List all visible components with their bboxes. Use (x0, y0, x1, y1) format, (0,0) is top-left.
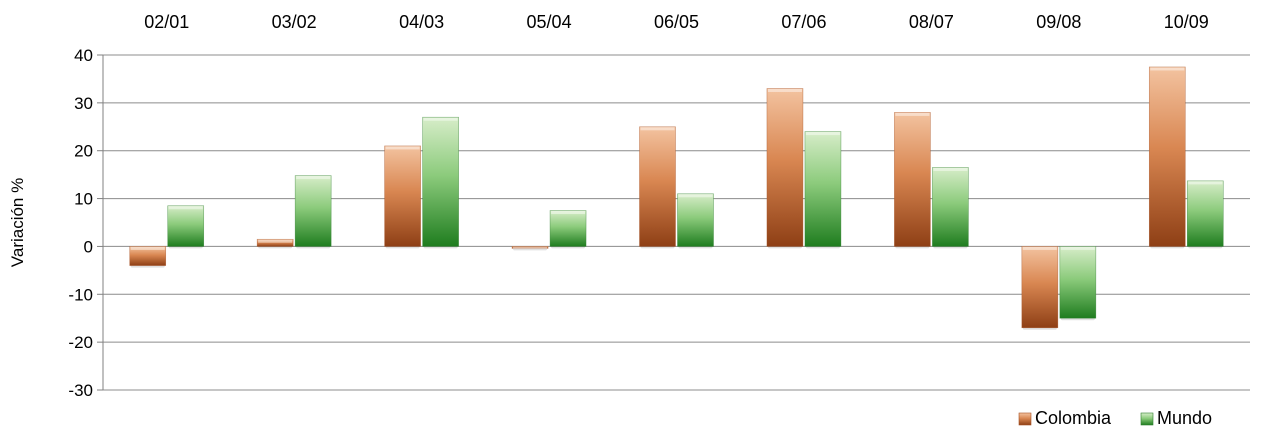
bar-highlight (385, 146, 420, 150)
bar-highlight (551, 211, 586, 215)
bar-colombia (1021, 246, 1059, 329)
category-label: 10/09 (1164, 12, 1209, 32)
category-label: 08/07 (909, 12, 954, 32)
bar-colombia (894, 112, 931, 247)
y-axis-ticks: 40 30 20 10 0 -10 -20 -30 (68, 46, 93, 400)
category-label: 02/01 (144, 12, 189, 32)
y-tick-label: 40 (74, 46, 93, 65)
legend-swatch-mundo (1140, 412, 1154, 426)
legend-label-mundo: Mundo (1157, 408, 1212, 428)
y-tick-label: 20 (74, 142, 93, 161)
bar-highlight (767, 89, 802, 92)
bar-highlight (423, 117, 458, 121)
bar-mundo (422, 116, 459, 247)
category-label: 05/04 (527, 12, 572, 32)
bar-highlight (1060, 246, 1095, 250)
bar-highlight (640, 127, 675, 131)
bar-mundo (549, 210, 587, 247)
bar-colombia (256, 238, 294, 247)
legend-swatch-colombia (1018, 412, 1032, 426)
bar-mundo (804, 131, 842, 247)
category-label: 07/06 (781, 12, 826, 32)
category-label: 09/08 (1036, 12, 1081, 32)
bar-highlight (805, 132, 840, 136)
bar-colombia (766, 88, 804, 247)
y-tick-label: -10 (68, 285, 93, 304)
category-label: 04/03 (399, 12, 444, 32)
bar-highlight (1150, 67, 1185, 71)
bar-colombia (511, 246, 549, 249)
bar-mundo (1059, 246, 1097, 319)
bar-highlight (130, 246, 165, 250)
category-label: 06/05 (654, 12, 699, 32)
bar-highlight (933, 167, 968, 171)
legend: Colombia Mundo (1018, 408, 1212, 428)
category-labels: 02/01 03/02 04/03 05/04 06/05 07/06 08/07 09/08… (144, 12, 1209, 32)
bar-highlight (1188, 181, 1223, 185)
bar-highlight (678, 194, 713, 198)
bar-mundo (677, 193, 714, 247)
bar-colombia (129, 246, 167, 266)
bar-mundo (1186, 180, 1224, 247)
bar-colombia (384, 145, 421, 247)
y-tick-label: 30 (74, 94, 93, 113)
bar-colombia (639, 126, 676, 247)
y-axis-title: Variación % (8, 178, 27, 267)
bar-mundo (167, 205, 205, 247)
bar-highlight (1022, 246, 1057, 250)
legend-label-colombia: Colombia (1035, 408, 1112, 428)
category-label: 03/02 (272, 12, 317, 32)
bar-highlight (258, 239, 293, 243)
y-tick-label: 0 (84, 237, 93, 256)
y-tick-label: -30 (68, 381, 93, 400)
bars (129, 66, 1224, 330)
bar-colombia (1148, 66, 1186, 247)
bar-mundo (932, 167, 969, 247)
bar-highlight (895, 112, 930, 116)
y-tick-label: 10 (74, 190, 93, 209)
bar-highlight (513, 246, 548, 249)
gridlines (97, 54, 1250, 391)
bar-mundo (294, 175, 332, 247)
bar-highlight (168, 206, 203, 210)
y-tick-label: -20 (68, 333, 93, 352)
bar-highlight (296, 176, 331, 180)
